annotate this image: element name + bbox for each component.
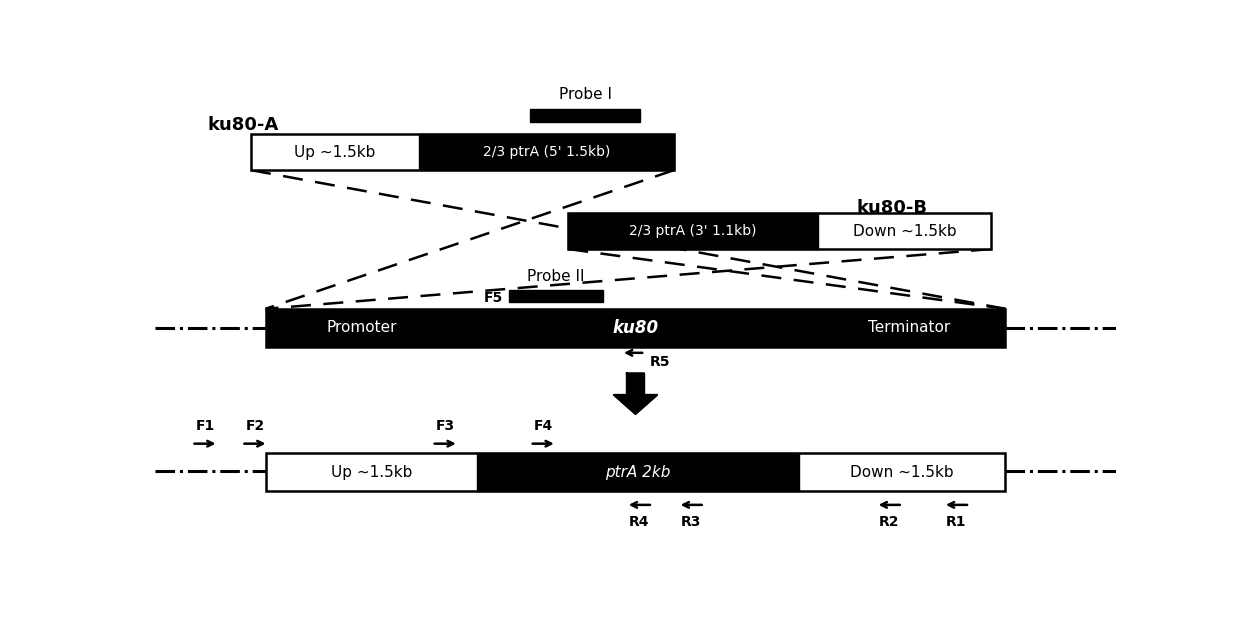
Polygon shape — [614, 373, 657, 414]
Bar — [568, 213, 991, 249]
Bar — [568, 213, 818, 249]
Text: F1: F1 — [196, 419, 215, 433]
Text: ku80: ku80 — [613, 319, 658, 337]
Bar — [250, 134, 675, 170]
Text: R5: R5 — [650, 355, 671, 369]
Text: Probe II: Probe II — [527, 269, 584, 284]
Text: ptrA 2kb: ptrA 2kb — [605, 465, 671, 480]
Text: 2/3 ptrA (5' 1.5kb): 2/3 ptrA (5' 1.5kb) — [482, 145, 610, 159]
Text: R4: R4 — [629, 515, 650, 529]
Text: Up ~1.5kb: Up ~1.5kb — [331, 465, 412, 480]
Text: R3: R3 — [681, 515, 702, 529]
Bar — [529, 109, 640, 122]
Text: 2/3 ptrA (3' 1.1kb): 2/3 ptrA (3' 1.1kb) — [630, 224, 756, 238]
Text: F5: F5 — [484, 291, 503, 305]
Text: F3: F3 — [435, 419, 455, 433]
Text: Probe I: Probe I — [559, 88, 613, 102]
Text: Terminator: Terminator — [868, 320, 951, 335]
Text: Promoter: Promoter — [326, 320, 397, 335]
Text: Up ~1.5kb: Up ~1.5kb — [295, 145, 376, 160]
Bar — [508, 289, 603, 302]
Text: R1: R1 — [946, 515, 967, 529]
Text: Down ~1.5kb: Down ~1.5kb — [851, 465, 954, 480]
Text: F4: F4 — [533, 419, 553, 433]
Text: Down ~1.5kb: Down ~1.5kb — [853, 224, 956, 238]
Bar — [265, 453, 1006, 491]
Text: ku80-A: ku80-A — [208, 116, 279, 134]
Bar — [477, 453, 799, 491]
Bar — [419, 134, 675, 170]
Text: ku80-B: ku80-B — [857, 199, 928, 217]
Bar — [265, 309, 1006, 347]
Text: R2: R2 — [879, 515, 899, 529]
Text: F2: F2 — [246, 419, 264, 433]
